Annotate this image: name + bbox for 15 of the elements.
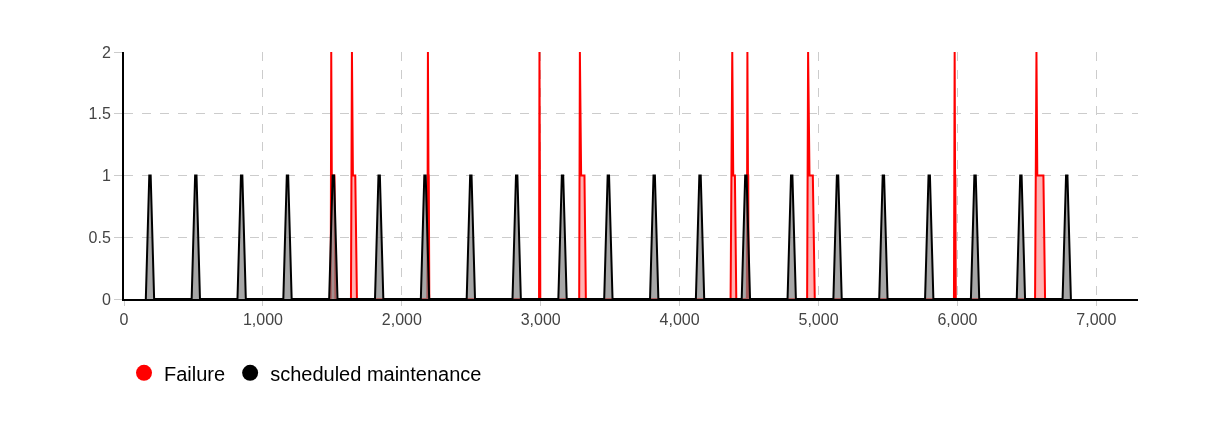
y-tick-label: 0 — [101, 290, 111, 308]
x-tick-label: 1,000 — [242, 311, 284, 329]
x-tick-label: 6,000 — [937, 311, 978, 329]
x-tick-label: 3,000 — [520, 311, 561, 329]
y-tick-label: 1.5 — [88, 105, 111, 123]
x-tick-label: 7,000 — [1076, 311, 1117, 329]
legend-label: scheduled maintenance — [270, 362, 482, 385]
x-tick-label: 0 — [119, 311, 129, 329]
y-tick-label: 0.5 — [88, 228, 111, 246]
x-tick-label: 2,000 — [381, 311, 422, 329]
legend-label: Failure — [164, 362, 226, 385]
x-tick-label: 4,000 — [659, 311, 700, 329]
y-tick-label: 1 — [101, 167, 111, 185]
y-tick-label: 2 — [101, 43, 111, 61]
x-tick-label: 5,000 — [798, 311, 839, 329]
